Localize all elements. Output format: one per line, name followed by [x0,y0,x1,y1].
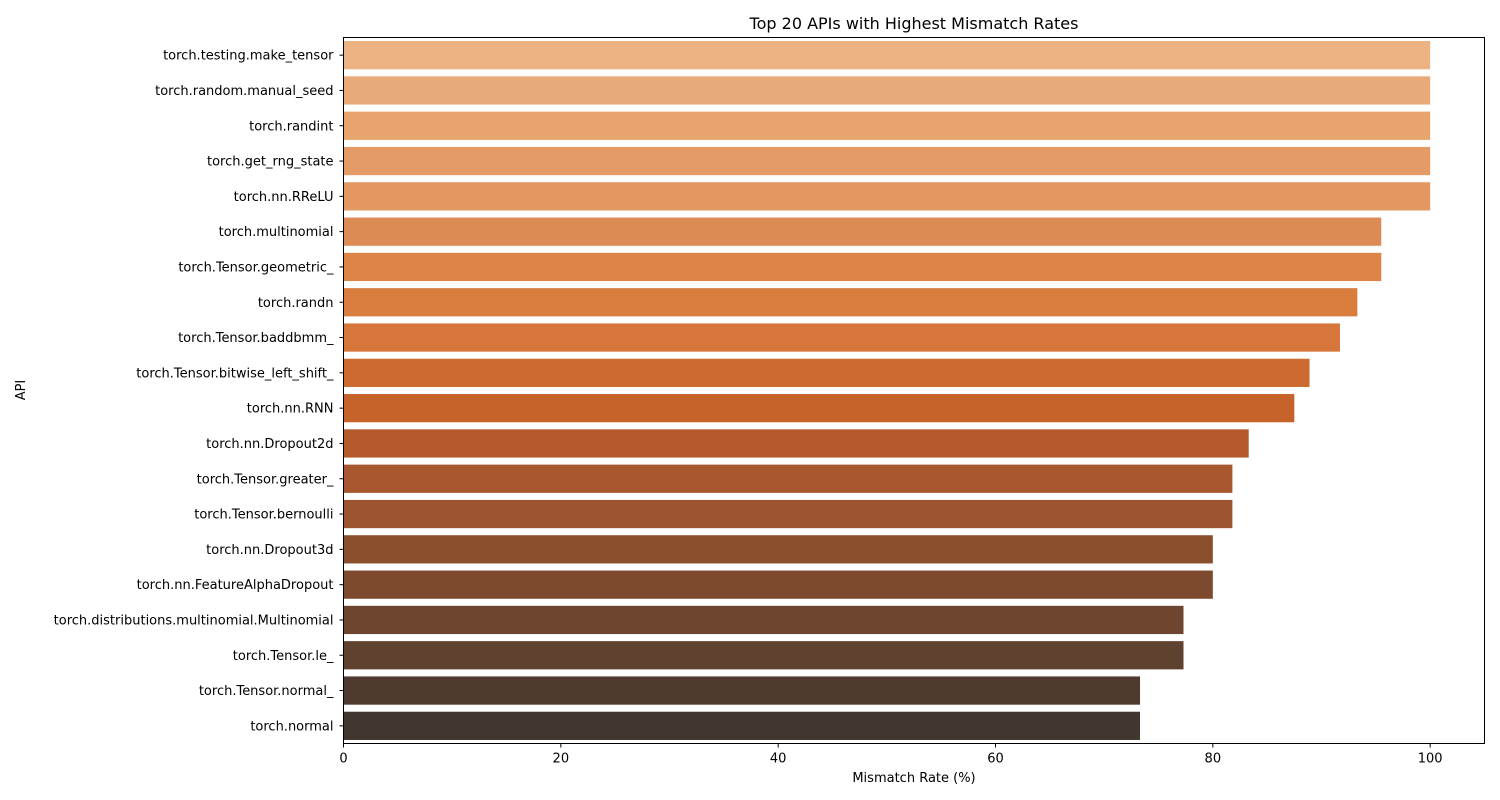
bar [343,394,1295,423]
x-tick-label: 20 [553,752,570,767]
plot-frame [343,37,1485,744]
y-tick-label: torch.Tensor.baddbmm_ [178,331,334,346]
x-tick-label: 40 [770,752,787,767]
y-tick-label: torch.random.manual_seed [155,84,333,99]
x-tick-label: 60 [987,752,1004,767]
bar [343,252,1382,282]
bar [343,111,1431,140]
bar [343,641,1184,670]
bar [343,182,1431,211]
bar [343,323,1340,352]
y-tick-label: torch.nn.Dropout2d [206,437,333,452]
bar [343,711,1141,740]
bars-group [343,41,1431,740]
y-tick-label: torch.randn [258,296,334,311]
y-tick-label: torch.Tensor.greater_ [197,472,334,487]
y-tick-label: torch.nn.RReLU [234,190,334,205]
y-tick-label: torch.Tensor.geometric_ [178,260,334,275]
y-axis-label: API [14,380,29,401]
y-tick-label: torch.distributions.multinomial.Multinom… [54,613,334,628]
bar [343,464,1233,493]
y-tick-label: torch.nn.RNN [247,402,334,417]
y-tick-labels: torch.testing.make_tensor torch.random.ma… [54,49,344,734]
y-tick-label: torch.Tensor.le_ [233,649,334,664]
bar [343,499,1233,529]
bar [343,41,1431,70]
x-tick-label: 80 [1205,752,1222,767]
y-tick-label: torch.multinomial [219,225,334,240]
x-axis-label: Mismatch Rate (%) [852,771,975,786]
bar [343,570,1213,599]
bar [343,429,1249,458]
y-tick-label: torch.nn.FeatureAlphaDropout [137,578,334,593]
chart-title: Top 20 APIs with Highest Mismatch Rates [749,14,1079,33]
bar [343,605,1184,635]
bar [343,676,1141,705]
y-tick-label: torch.get_rng_state [207,155,334,170]
bar [343,288,1358,317]
y-tick-label: torch.Tensor.normal_ [199,684,334,699]
bar [343,535,1213,564]
bar [343,146,1431,176]
x-tick-label: 0 [339,752,347,767]
y-tick-label: torch.Tensor.bernoulli [194,508,333,523]
y-tick-label: torch.Tensor.bitwise_left_shift_ [136,366,334,381]
x-tick-label: 100 [1418,752,1443,767]
y-tick-label: torch.testing.make_tensor [163,49,334,64]
bar [343,358,1310,387]
bar [343,76,1431,105]
x-ticks: 0 20 40 60 80 100 [339,743,1443,767]
y-tick-label: torch.normal [250,719,333,734]
y-tick-label: torch.randint [249,119,333,134]
bar [343,217,1382,246]
y-tick-label: torch.nn.Dropout3d [206,543,333,558]
